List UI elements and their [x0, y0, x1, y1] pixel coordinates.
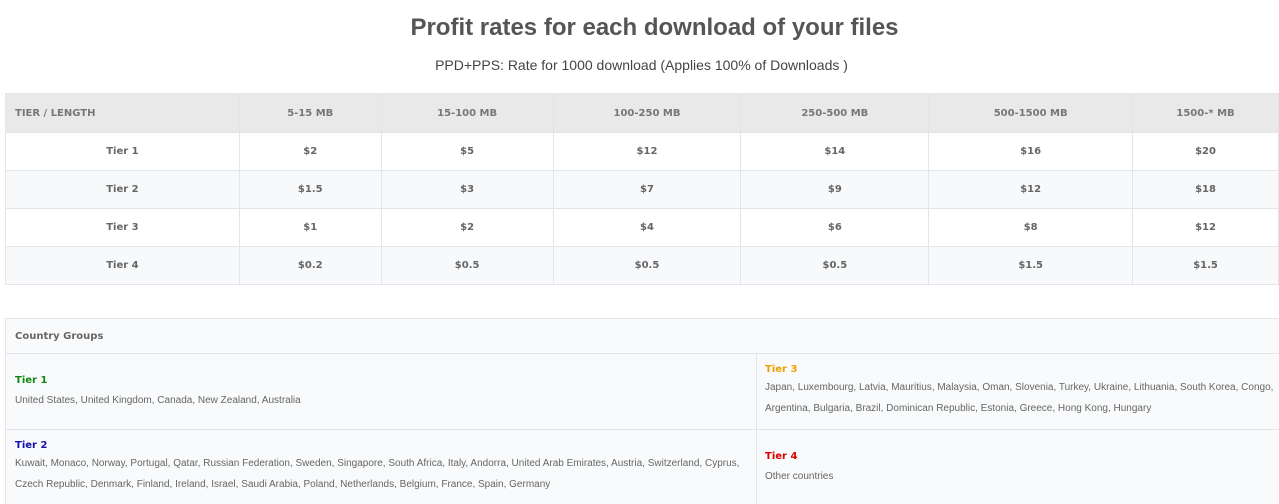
- rate-cell: $12: [552, 132, 742, 171]
- column-header: 15-100 MB: [380, 93, 554, 133]
- tier4-countries: Other countries: [765, 471, 834, 482]
- table-row: Tier 3 $1 $2 $4 $6 $8 $12: [5, 208, 1279, 247]
- tier2-group: Tier 2 Kuwait, Monaco, Norway, Portugal,…: [6, 430, 757, 504]
- tier3-countries: Japan, Luxembourg, Latvia, Mauritius, Ma…: [765, 382, 1274, 414]
- rate-cell: $20: [1132, 132, 1279, 171]
- tier4-group: Tier 4 Other countries: [757, 430, 1279, 504]
- rate-cell: $0.5: [380, 246, 554, 285]
- rate-cell: $5: [380, 132, 554, 171]
- page-title: Profit rates for each download of your f…: [410, 14, 899, 41]
- rate-cell: $8: [928, 208, 1134, 247]
- rate-cell: $4: [552, 208, 742, 247]
- column-header: TIER / LENGTH: [5, 93, 240, 133]
- column-header: 250-500 MB: [740, 93, 930, 133]
- column-header: 1500-* MB: [1132, 93, 1279, 133]
- tier3-group-label: Tier 3: [765, 364, 798, 375]
- rate-cell: $1.5: [928, 246, 1134, 285]
- tier1-countries: United States, United Kingdom, Canada, N…: [15, 395, 301, 406]
- table-row: Tier 2 $1.5 $3 $7 $9 $12 $18: [5, 170, 1279, 209]
- rate-cell: $9: [740, 170, 930, 209]
- tier2-countries: Kuwait, Monaco, Norway, Portugal, Qatar,…: [15, 458, 740, 490]
- rate-cell: $1.5: [1132, 246, 1279, 285]
- tier-label: Tier 4: [5, 246, 240, 285]
- rate-cell: $2: [238, 132, 382, 171]
- table-header-row: TIER / LENGTH 5-15 MB 15-100 MB 100-250 …: [5, 93, 1279, 133]
- column-header: 5-15 MB: [238, 93, 382, 133]
- rate-cell: $1.5: [238, 170, 382, 209]
- rate-cell: $0.5: [552, 246, 742, 285]
- tier-label: Tier 1: [5, 132, 240, 171]
- rate-cell: $6: [740, 208, 930, 247]
- table-row: Tier 4 $0.2 $0.5 $0.5 $0.5 $1.5 $1.5: [5, 246, 1279, 285]
- rate-cell: $1: [238, 208, 382, 247]
- rate-cell: $0.2: [238, 246, 382, 285]
- rate-cell: $3: [380, 170, 554, 209]
- tier3-group: Tier 3 Japan, Luxembourg, Latvia, Maurit…: [757, 354, 1279, 430]
- rate-cell: $2: [380, 208, 554, 247]
- page-subtitle: PPD+PPS: Rate for 1000 download (Applies…: [435, 57, 848, 73]
- country-groups-heading: Country Groups: [6, 319, 1279, 354]
- column-header: 100-250 MB: [552, 93, 742, 133]
- rate-cell: $0.5: [740, 246, 930, 285]
- column-header: 500-1500 MB: [928, 93, 1134, 133]
- tier2-group-label: Tier 2: [15, 440, 48, 451]
- rates-table: TIER / LENGTH 5-15 MB 15-100 MB 100-250 …: [5, 93, 1279, 285]
- rate-cell: $7: [552, 170, 742, 209]
- country-groups-panel: Country Groups Tier 1 United States, Uni…: [5, 318, 1279, 504]
- tier-label: Tier 2: [5, 170, 240, 209]
- rate-cell: $16: [928, 132, 1134, 171]
- rate-cell: $18: [1132, 170, 1279, 209]
- rate-cell: $12: [1132, 208, 1279, 247]
- rate-cell: $12: [928, 170, 1134, 209]
- tier1-group: Tier 1 United States, United Kingdom, Ca…: [6, 354, 757, 430]
- tier1-group-label: Tier 1: [15, 375, 48, 386]
- table-row: Tier 1 $2 $5 $12 $14 $16 $20: [5, 132, 1279, 171]
- rate-cell: $14: [740, 132, 930, 171]
- tier-label: Tier 3: [5, 208, 240, 247]
- tier4-group-label: Tier 4: [765, 451, 798, 462]
